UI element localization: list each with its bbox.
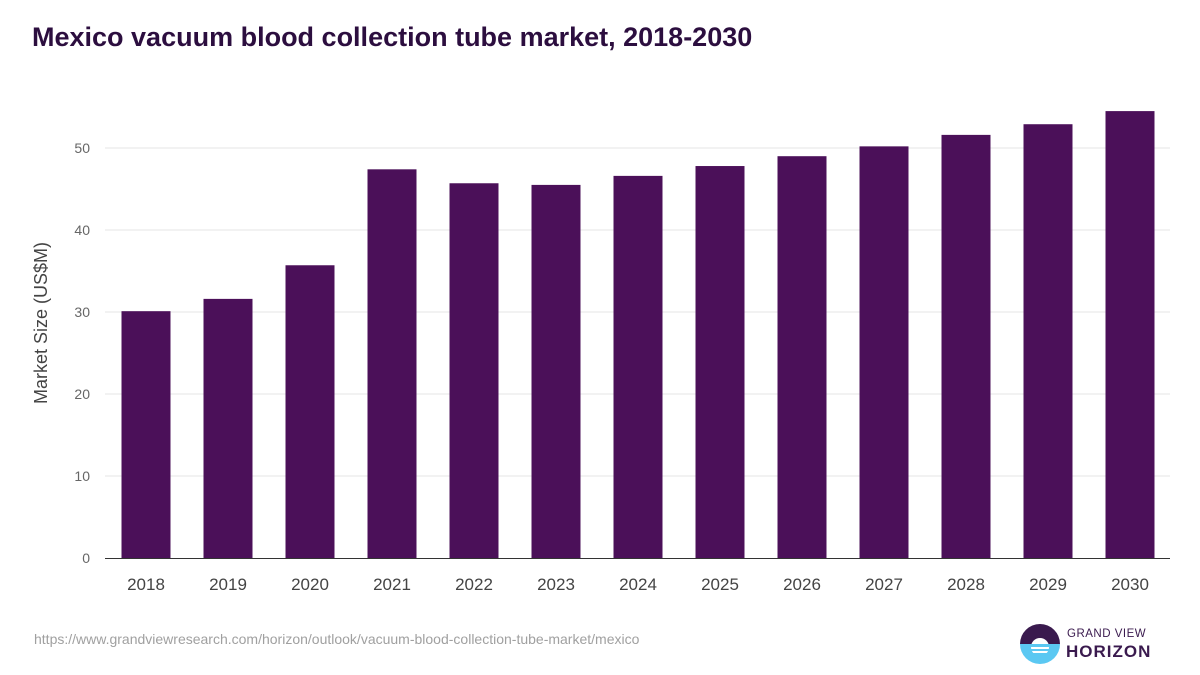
x-tick-label: 2023 [537, 575, 575, 594]
logo-text-top: GRAND VIEW [1067, 628, 1147, 640]
y-tick-label: 40 [74, 222, 90, 238]
bar-2028 [941, 134, 991, 558]
y-axis-title: Market Size (US$M) [31, 242, 51, 404]
bar-2029 [1023, 124, 1073, 558]
x-tick-label: 2020 [291, 575, 329, 594]
bar-2023 [531, 184, 581, 558]
bar-2025 [695, 166, 745, 559]
grand-view-horizon-logo: GRAND VIEW HORIZON [1019, 623, 1179, 665]
x-tick-label: 2021 [373, 575, 411, 594]
bar-2021 [367, 169, 417, 558]
x-tick-label: 2026 [783, 575, 821, 594]
bar-2027 [859, 146, 909, 559]
bar-2018 [121, 311, 171, 558]
x-tick-label: 2018 [127, 575, 165, 594]
x-tick-label: 2027 [865, 575, 903, 594]
x-tick-label: 2024 [619, 575, 657, 594]
bar-2030 [1105, 111, 1155, 558]
x-tick-label: 2025 [701, 575, 739, 594]
logo-text-bottom: HORIZON [1066, 642, 1152, 661]
horizon-logo-icon [1020, 624, 1060, 664]
y-tick-label: 30 [74, 304, 90, 320]
x-tick-label: 2030 [1111, 575, 1149, 594]
chart-title: Mexico vacuum blood collection tube mark… [32, 22, 753, 52]
y-tick-label: 20 [74, 386, 90, 402]
bar-2024 [613, 175, 663, 558]
x-tick-label: 2022 [455, 575, 493, 594]
bar-2020 [285, 265, 335, 558]
y-tick-label: 10 [74, 468, 90, 484]
y-tick-label: 0 [82, 550, 90, 566]
x-tick-label: 2029 [1029, 575, 1067, 594]
x-tick-label: 2019 [209, 575, 247, 594]
bar-2019 [203, 298, 253, 558]
x-tick-label: 2028 [947, 575, 985, 594]
bar-2022 [449, 183, 499, 558]
source-url[interactable]: https://www.grandviewresearch.com/horizo… [34, 631, 640, 647]
y-tick-label: 50 [74, 140, 90, 156]
bar-2026 [777, 156, 827, 558]
